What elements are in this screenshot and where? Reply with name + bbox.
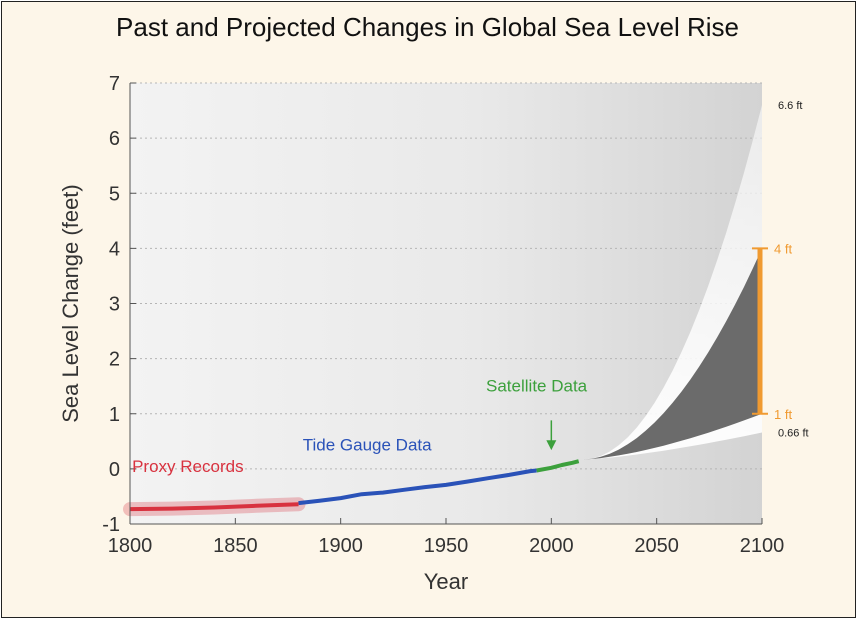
observed-series <box>123 459 580 517</box>
x-axis-title: Year <box>424 569 468 594</box>
y-tick-label: 3 <box>109 294 120 316</box>
y-tick-label: 5 <box>109 183 120 205</box>
satellite-arrow-head <box>546 440 557 451</box>
axes: -1 0 1 2 3 4 5 6 7 1800 1850 1900 1950 2000 2050 2100 Ye… <box>58 73 784 594</box>
y-axis-title: Sea Level Change (feet) <box>58 184 83 423</box>
y-tick-label: 2 <box>109 349 120 371</box>
x-tick-label: 1850 <box>213 535 258 557</box>
lowest-label: 0.66 ft <box>778 427 809 439</box>
x-tick-label: 1900 <box>318 535 363 557</box>
chart-title: Past and Projected Changes in Global Sea… <box>116 12 739 42</box>
y-tick-label: 0 <box>109 459 120 481</box>
series-label-1: Tide Gauge Data <box>303 436 432 455</box>
x-tick-label: 1800 <box>108 535 153 557</box>
y-tick-label: 1 <box>109 404 120 426</box>
projection-range <box>582 105 762 460</box>
highest-label: 6.6 ft <box>778 100 802 112</box>
likely-high-label: 4 ft <box>774 241 792 256</box>
projection-likely-range <box>582 248 762 460</box>
y-tick-label: 4 <box>109 238 120 260</box>
x-tick-label: 2100 <box>740 535 785 557</box>
x-tick-label: 1950 <box>424 535 469 557</box>
series-label-2: Satellite Data <box>486 377 588 396</box>
y-tick-label: 7 <box>109 73 120 95</box>
y-tick-label: -1 <box>102 514 120 536</box>
series-line-0 <box>129 502 299 512</box>
y-tick-label: 6 <box>109 128 120 150</box>
series-label-0: Proxy Records <box>132 457 243 476</box>
annotations: Proxy Records Tide Gauge Data Satellite Da… <box>132 100 808 476</box>
x-tick-label: 2050 <box>634 535 679 557</box>
likely-low-label: 1 ft <box>774 407 792 422</box>
x-tick-label: 2000 <box>529 535 574 557</box>
series-line-1 <box>298 468 537 506</box>
series-line-2 <box>536 459 580 473</box>
